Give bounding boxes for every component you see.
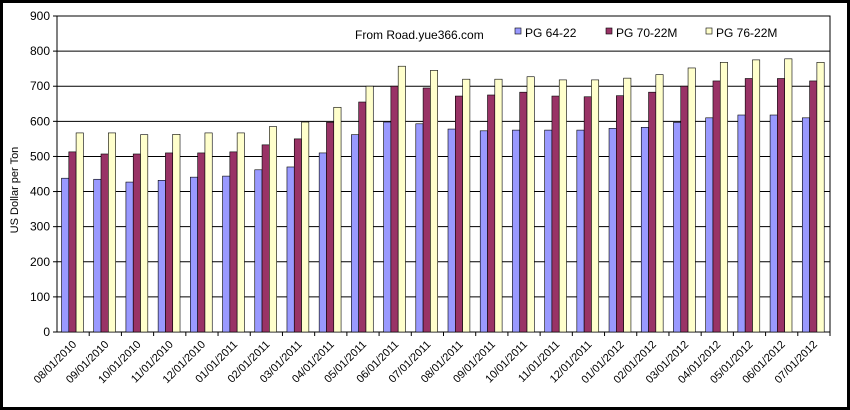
bar bbox=[229, 151, 238, 333]
bar bbox=[383, 121, 392, 333]
bar bbox=[816, 62, 825, 333]
bar bbox=[93, 178, 102, 333]
bar bbox=[318, 152, 327, 333]
y-tick-label: 0 bbox=[43, 325, 50, 339]
bar bbox=[623, 77, 632, 333]
bar bbox=[422, 87, 431, 333]
bar bbox=[640, 127, 649, 333]
bar bbox=[157, 180, 166, 333]
bar bbox=[132, 153, 141, 333]
bar bbox=[365, 85, 374, 333]
bar bbox=[390, 85, 399, 333]
bar bbox=[608, 128, 617, 333]
bar bbox=[204, 132, 213, 333]
bar bbox=[801, 117, 810, 333]
y-axis: 0 100 200 300 400 500 600 700 800 900 bbox=[30, 9, 57, 339]
bar bbox=[712, 80, 721, 333]
bar bbox=[558, 79, 567, 333]
bar bbox=[333, 106, 342, 333]
bar bbox=[222, 175, 231, 333]
bar bbox=[197, 152, 206, 333]
gridlines bbox=[56, 15, 831, 333]
bar bbox=[479, 130, 488, 333]
bar bbox=[719, 62, 728, 333]
legend-swatch bbox=[605, 27, 613, 35]
bar bbox=[752, 59, 761, 333]
bar bbox=[269, 126, 277, 333]
bar bbox=[415, 123, 424, 333]
bar bbox=[108, 132, 116, 333]
bar bbox=[487, 94, 496, 333]
bar bbox=[172, 134, 181, 333]
legend-entry: PG 70-22M bbox=[616, 26, 677, 40]
bar bbox=[680, 85, 689, 333]
bar bbox=[351, 134, 359, 333]
bar bbox=[769, 114, 778, 333]
bar bbox=[616, 95, 624, 333]
bar bbox=[165, 152, 174, 333]
legend-swatch bbox=[705, 27, 713, 35]
y-tick-label: 100 bbox=[30, 290, 50, 304]
bar bbox=[551, 95, 560, 333]
bar bbox=[61, 177, 70, 333]
bar bbox=[591, 79, 600, 333]
bar bbox=[254, 169, 263, 333]
bar bbox=[190, 176, 198, 333]
bar bbox=[673, 122, 682, 333]
legend-entry: PG 76-22M bbox=[716, 26, 777, 40]
y-tick-label: 800 bbox=[30, 44, 50, 58]
y-axis-label: US Dollar per Ton bbox=[9, 147, 21, 234]
bar bbox=[236, 132, 245, 333]
bar bbox=[687, 67, 696, 333]
bar bbox=[809, 80, 818, 333]
source-annotation: From Road.yue366.com bbox=[355, 28, 484, 42]
bar bbox=[68, 151, 77, 333]
y-tick-label: 600 bbox=[30, 114, 50, 128]
bar bbox=[705, 117, 714, 333]
bar bbox=[462, 78, 471, 333]
bar bbox=[140, 134, 149, 333]
bar bbox=[125, 181, 134, 333]
bar bbox=[526, 76, 535, 333]
bar bbox=[544, 129, 553, 333]
legend-swatch bbox=[514, 27, 522, 35]
bar bbox=[100, 153, 109, 333]
y-tick-label: 900 bbox=[30, 9, 50, 23]
bar bbox=[286, 166, 295, 333]
bar bbox=[358, 101, 367, 333]
bar bbox=[583, 96, 592, 333]
bar bbox=[326, 122, 335, 333]
y-tick-label: 200 bbox=[30, 255, 50, 269]
bar bbox=[784, 58, 793, 333]
bar bbox=[655, 74, 664, 333]
plot-area bbox=[56, 15, 831, 333]
y-tick-label: 300 bbox=[30, 220, 50, 234]
bar bbox=[737, 114, 746, 333]
bar bbox=[447, 128, 456, 333]
bar bbox=[519, 91, 528, 333]
bar bbox=[576, 129, 585, 333]
bar bbox=[430, 70, 438, 333]
bar bbox=[75, 132, 84, 333]
bar bbox=[744, 78, 753, 333]
bar bbox=[512, 129, 521, 333]
y-tick-label: 500 bbox=[30, 149, 50, 163]
bars bbox=[61, 58, 825, 333]
bar bbox=[648, 91, 657, 333]
bar bbox=[454, 95, 463, 333]
bar bbox=[777, 78, 785, 333]
bar bbox=[293, 138, 302, 333]
legend: PG 64-22 PG 70-22M PG 76-22M bbox=[514, 26, 777, 40]
bar bbox=[397, 65, 406, 333]
y-tick-label: 400 bbox=[30, 185, 50, 199]
y-tick-label: 700 bbox=[30, 79, 50, 93]
legend-entry: PG 64-22 bbox=[525, 26, 577, 40]
bar bbox=[301, 121, 310, 333]
bar bbox=[261, 144, 270, 333]
bar bbox=[494, 78, 503, 333]
